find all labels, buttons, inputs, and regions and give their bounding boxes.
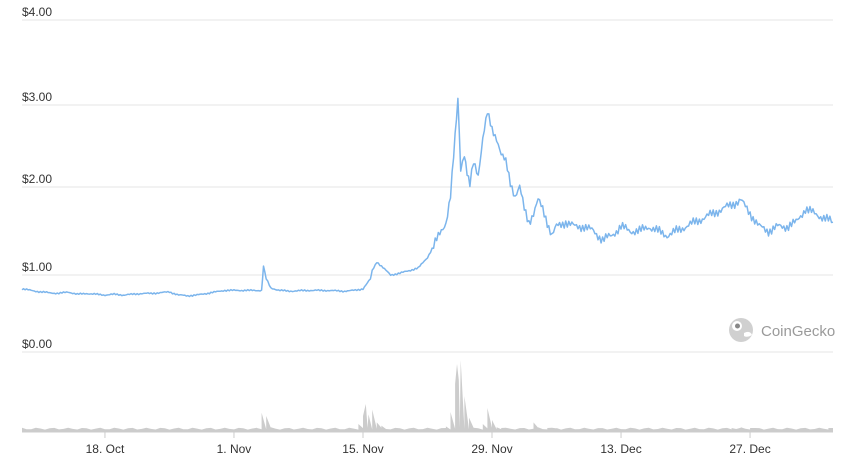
price-series-line: [21, 97, 834, 298]
y-tick-label: $1.00: [22, 260, 52, 274]
volume-layer: [22, 360, 833, 432]
y-tick-label: $0.00: [22, 337, 52, 351]
x-tick-label: 13. Dec: [600, 442, 641, 456]
y-tick-label: $3.00: [22, 90, 52, 104]
x-tick-label: 18. Oct: [86, 442, 125, 456]
x-axis-labels: 18. Oct 1. Nov 15. Nov 29. Nov 13. Dec 27. De…: [86, 432, 771, 456]
x-tick-label: 29. Nov: [471, 442, 512, 456]
watermark-text: CoinGecko: [761, 323, 835, 340]
price-line-layer: [21, 97, 834, 298]
y-axis-labels: $0.00 $1.00 $2.00 $3.00 $4.00: [22, 5, 52, 351]
x-tick-label: 15. Nov: [342, 442, 383, 456]
x-tick-label: 27. Dec: [729, 442, 770, 456]
gecko-icon: [729, 318, 753, 342]
grid-layer: [22, 19, 833, 433]
volume-area: [22, 360, 833, 432]
coingecko-watermark: CoinGecko: [729, 318, 835, 342]
y-tick-label: $2.00: [22, 172, 52, 186]
y-tick-label: $4.00: [22, 5, 52, 19]
x-tick-label: 1. Nov: [217, 442, 252, 456]
